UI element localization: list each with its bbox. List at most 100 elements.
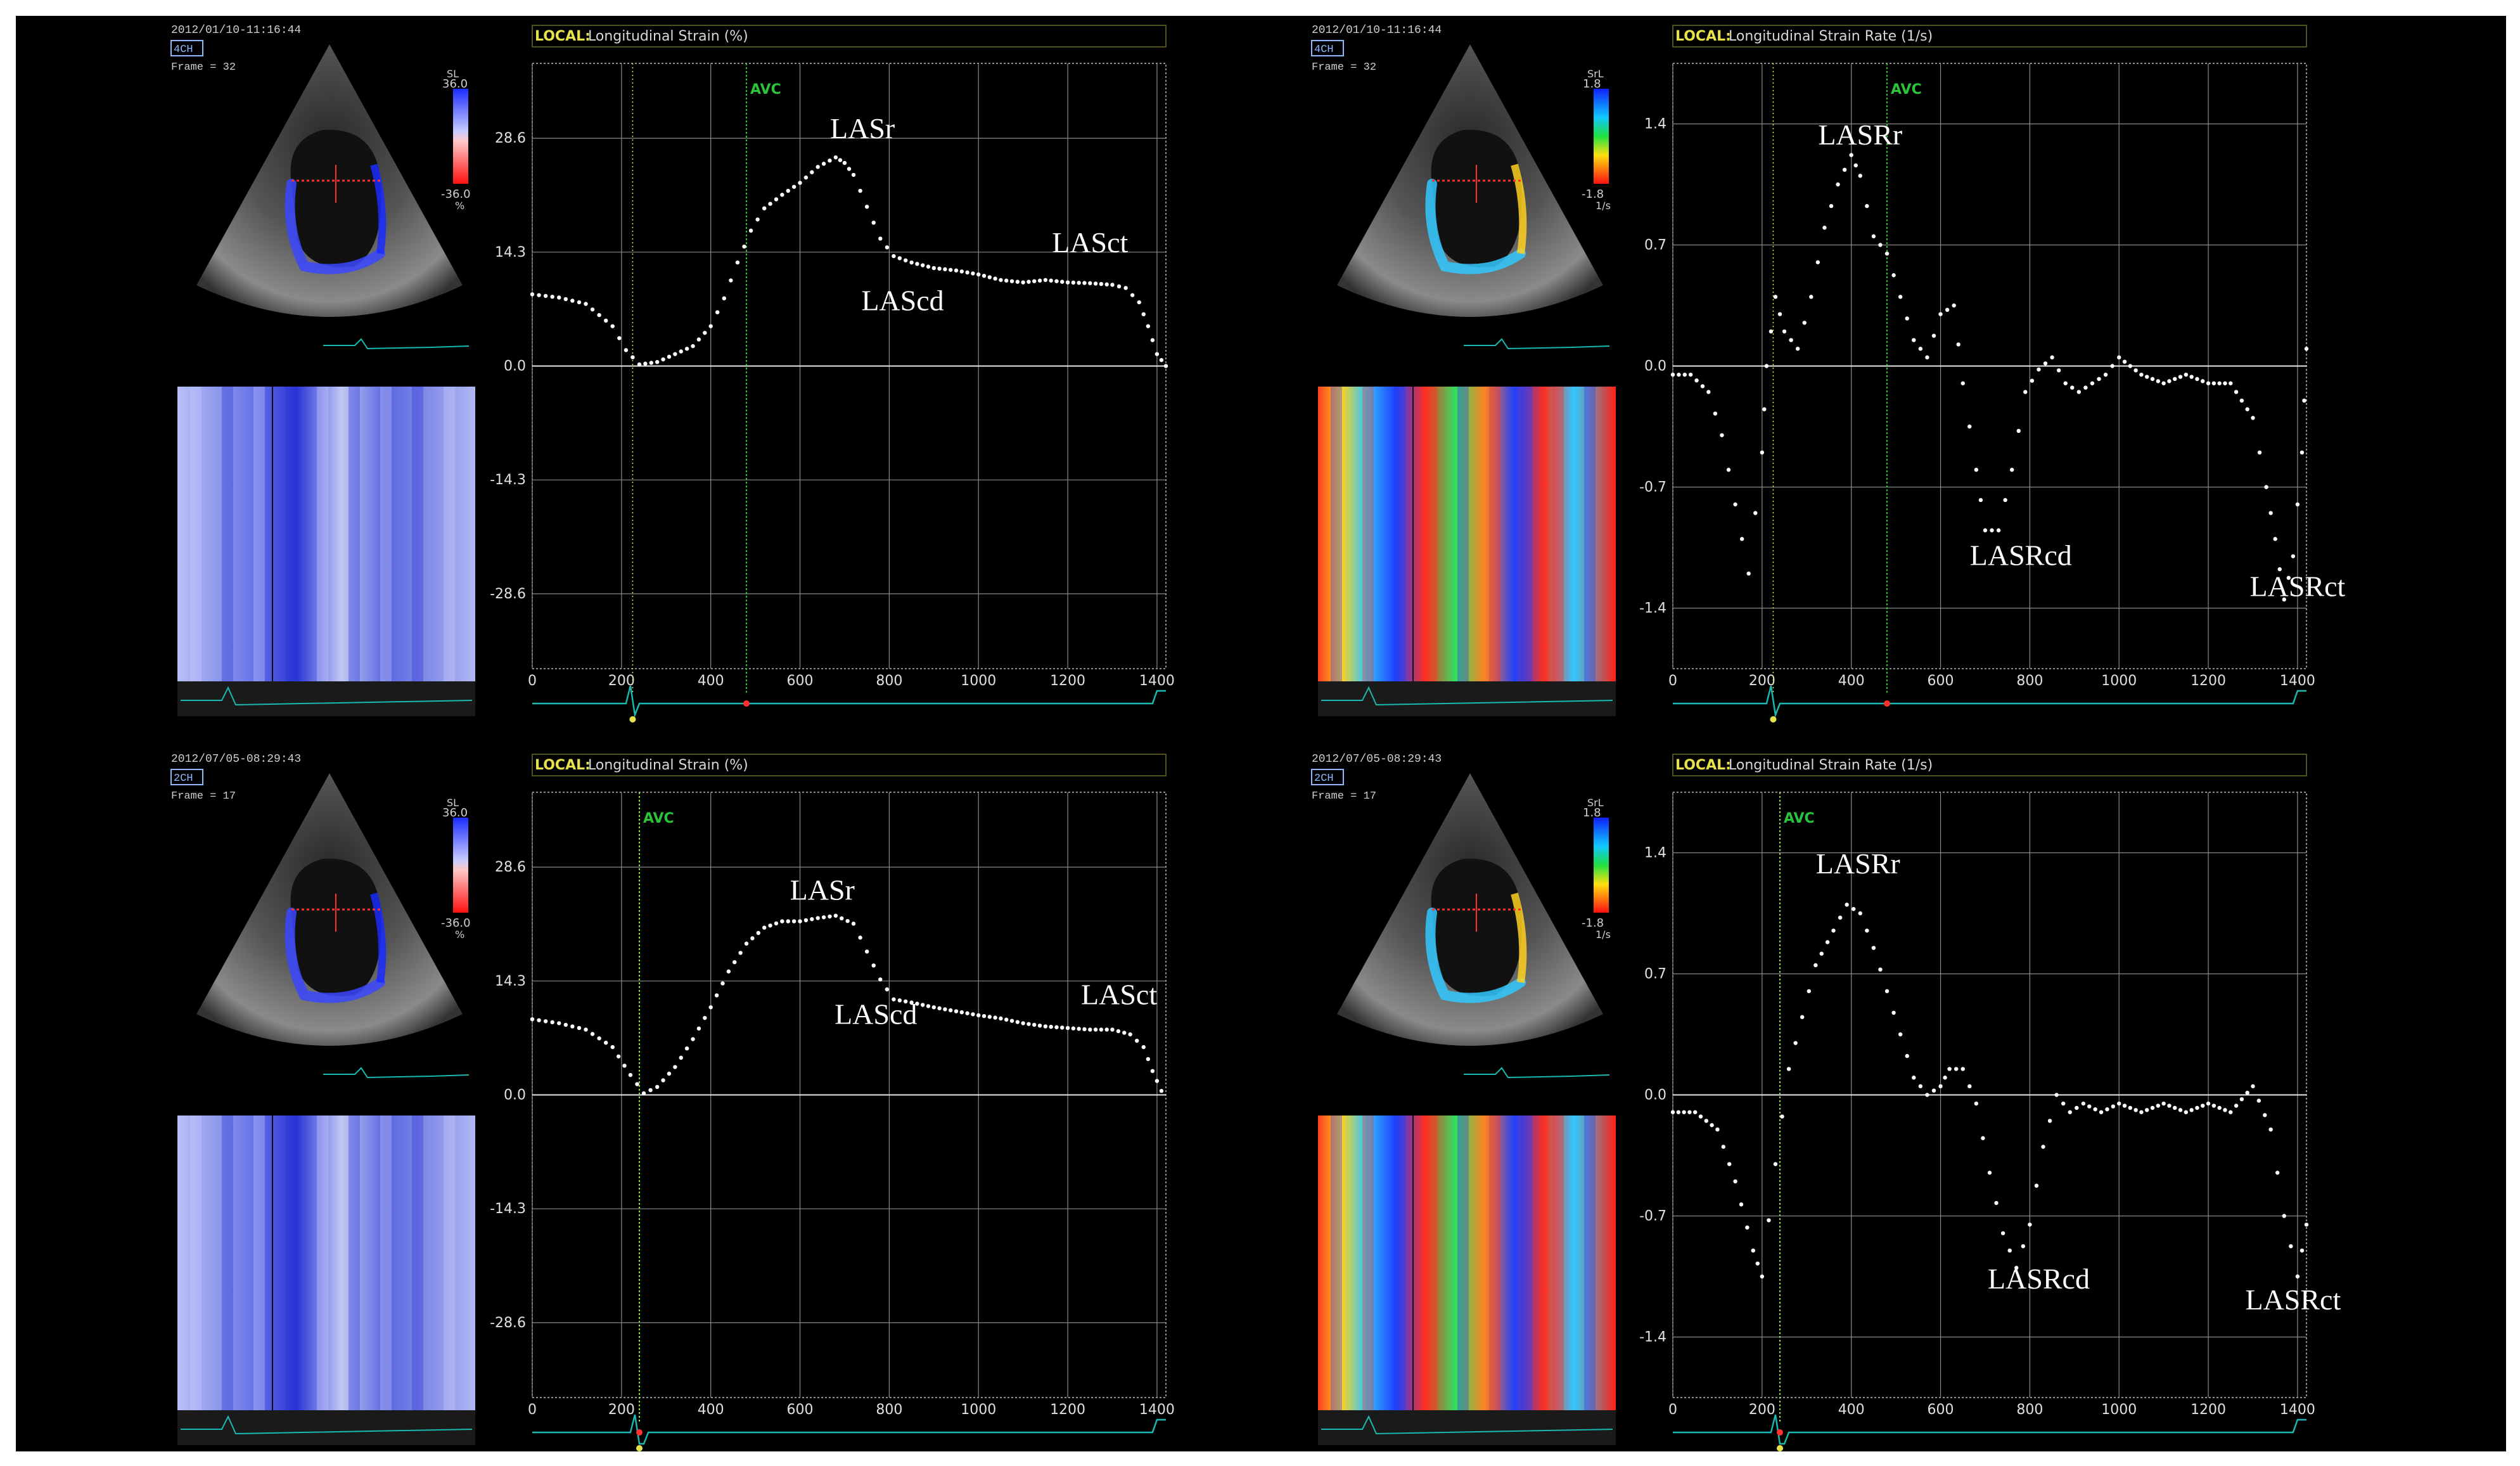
- curve-point: [2139, 372, 2144, 377]
- mmode-ecg-trace: [181, 686, 473, 706]
- curve-point: [1739, 1202, 1744, 1207]
- curve-point: [2054, 1093, 2059, 1097]
- curve-point: [2133, 1108, 2138, 1112]
- colorbar-min: -1.8: [1582, 188, 1604, 201]
- curve-point: [1898, 1032, 1903, 1037]
- curve-point: [1116, 1029, 1121, 1034]
- curve-point: [2156, 379, 2161, 383]
- curve-point: [577, 300, 582, 305]
- curve-point: [1693, 1110, 1698, 1114]
- curve-point: [2256, 1098, 2261, 1103]
- colorbar-min: -36.0: [441, 188, 471, 201]
- curve-point: [673, 1065, 677, 1069]
- curve-point: [1829, 203, 1834, 209]
- curve-point: [2150, 376, 2155, 382]
- curve-point: [2234, 390, 2239, 394]
- curve-point: [897, 256, 902, 260]
- curve-point: [2000, 1231, 2005, 1235]
- x-tick-label: 1400: [2280, 1402, 2315, 1418]
- curve-point: [1813, 963, 1818, 968]
- curve-point: [1755, 1261, 1760, 1266]
- view-badge: 2CH: [174, 773, 193, 785]
- mmode-ecg-trace: [1321, 686, 1613, 706]
- curve-point: [821, 162, 826, 166]
- curve-point: [858, 188, 862, 193]
- ecg-avc-dot: [636, 1429, 643, 1436]
- mmode-image: [177, 387, 475, 681]
- curve-point: [965, 1011, 969, 1015]
- curve-point: [1082, 281, 1087, 285]
- curve-point: [1852, 906, 1856, 911]
- curve-point: [1154, 352, 1160, 356]
- curve-point: [2273, 537, 2277, 541]
- curve-point: [1032, 1022, 1037, 1027]
- mmode-band: [1331, 387, 1342, 681]
- curve-point: [1891, 273, 1896, 278]
- colorbar: [1594, 818, 1609, 913]
- curve-point: [1878, 967, 1883, 972]
- curve-point: [885, 245, 890, 250]
- curve-point: [798, 919, 802, 923]
- curve-point: [1884, 251, 1890, 256]
- x-tick-label: 600: [1928, 1402, 1954, 1418]
- curve-point: [1135, 1038, 1139, 1043]
- mini-ecg-trace: [1464, 338, 1610, 350]
- curve-point: [643, 361, 648, 366]
- colorbar: [453, 818, 468, 913]
- curve-point: [2304, 1222, 2309, 1227]
- curve-point: [624, 348, 629, 352]
- mmode-band: [412, 387, 423, 681]
- curve-point: [1762, 407, 1767, 411]
- curve-point: [1960, 1067, 1965, 1071]
- curve-point: [590, 307, 595, 312]
- curve-point: [684, 1046, 689, 1051]
- curve-point: [1938, 312, 1943, 316]
- curve-point: [2291, 554, 2296, 558]
- curve-point: [557, 1021, 561, 1026]
- mmode-band: [1521, 387, 1532, 681]
- curve-point: [649, 361, 653, 365]
- view-badge-frame: [170, 40, 203, 56]
- curve-point: [2145, 1108, 2149, 1112]
- colorbar-max: 36.0: [442, 77, 468, 91]
- curve-point: [603, 1040, 608, 1045]
- curve-point: [915, 1001, 919, 1006]
- curve-point: [1710, 1123, 1714, 1128]
- curve-point: [661, 1078, 665, 1083]
- mini-ecg-trace: [1464, 1067, 1610, 1079]
- curve-point: [1015, 1020, 1020, 1024]
- curve-point: [2282, 597, 2286, 602]
- curve-point: [1974, 468, 1979, 472]
- y-tick-label: -14.3: [490, 1201, 526, 1217]
- strain-overlay-lateral: [1511, 164, 1527, 254]
- curve-point: [1838, 915, 1843, 920]
- y-tick-label: 28.6: [495, 131, 526, 146]
- x-tick-label: 1000: [2101, 673, 2137, 689]
- x-tick-label: 1400: [2280, 673, 2315, 689]
- curve-point: [1159, 1089, 1164, 1093]
- curve-point: [1037, 1023, 1042, 1028]
- curve-point: [1793, 1041, 1798, 1045]
- curve-point: [696, 337, 701, 342]
- curve-point: [537, 1018, 541, 1022]
- curve-point: [815, 165, 820, 169]
- mmode-band: [1584, 1116, 1596, 1410]
- curve-point: [1054, 1025, 1059, 1029]
- mmode-band: [285, 1116, 297, 1410]
- view-badge-frame: [170, 769, 203, 785]
- curve-point: [2184, 1110, 2189, 1114]
- mmode-map: [177, 1116, 475, 1445]
- colorbar-unit-top: SrL: [1587, 797, 1604, 809]
- curve-point: [2083, 385, 2088, 390]
- x-tick-label: 0: [1668, 1402, 1677, 1418]
- acquisition-datetime: 2012/01/10-11:16:44: [1312, 24, 1442, 37]
- curve-point: [1983, 528, 1988, 532]
- curve-point: [2251, 416, 2255, 420]
- y-tick-label: -14.3: [490, 472, 526, 488]
- curve-point: [1677, 372, 1681, 377]
- mmode-band: [190, 387, 201, 681]
- curve-point: [1726, 468, 1731, 472]
- curve-point: [1891, 1010, 1896, 1015]
- colorbar-min: -36.0: [441, 916, 471, 930]
- curve-point: [810, 170, 814, 174]
